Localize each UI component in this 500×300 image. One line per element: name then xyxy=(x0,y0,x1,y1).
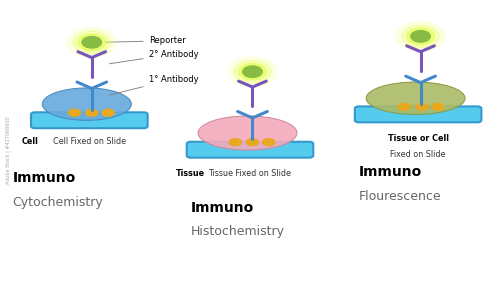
Circle shape xyxy=(410,31,430,42)
FancyBboxPatch shape xyxy=(355,106,482,122)
Circle shape xyxy=(246,138,259,146)
Circle shape xyxy=(238,64,266,80)
Circle shape xyxy=(416,103,428,111)
Circle shape xyxy=(396,22,446,51)
Circle shape xyxy=(242,66,262,78)
Circle shape xyxy=(402,25,440,48)
Circle shape xyxy=(432,103,444,111)
Circle shape xyxy=(228,57,277,86)
Ellipse shape xyxy=(366,82,465,114)
Text: Histochemistry: Histochemistry xyxy=(190,225,284,238)
Circle shape xyxy=(234,61,272,83)
Text: Adobe Stock | #427068600: Adobe Stock | #427068600 xyxy=(6,116,12,184)
Text: Cytochemistry: Cytochemistry xyxy=(12,196,104,209)
Circle shape xyxy=(82,36,102,48)
Ellipse shape xyxy=(198,116,297,150)
Circle shape xyxy=(228,138,241,146)
Circle shape xyxy=(86,109,98,117)
Circle shape xyxy=(406,28,434,45)
FancyBboxPatch shape xyxy=(186,142,314,158)
Text: Tissue Fixed on Slide: Tissue Fixed on Slide xyxy=(208,169,292,178)
Text: Cell Fixed on Slide: Cell Fixed on Slide xyxy=(52,137,126,146)
Text: Tissue or Cell: Tissue or Cell xyxy=(388,134,448,143)
FancyBboxPatch shape xyxy=(31,112,148,128)
Text: Tissue: Tissue xyxy=(176,169,205,178)
Circle shape xyxy=(102,109,114,117)
Circle shape xyxy=(68,109,81,117)
Circle shape xyxy=(78,34,106,50)
Circle shape xyxy=(67,28,116,57)
Circle shape xyxy=(262,138,275,146)
Text: Reporter: Reporter xyxy=(106,36,186,45)
Text: Flourescence: Flourescence xyxy=(359,190,442,203)
Text: Immuno: Immuno xyxy=(12,171,76,185)
Text: Cell: Cell xyxy=(22,137,38,146)
Circle shape xyxy=(398,103,410,111)
Text: Fixed on Slide: Fixed on Slide xyxy=(390,150,446,159)
Text: 1° Antibody: 1° Antibody xyxy=(110,75,198,95)
Ellipse shape xyxy=(42,88,132,120)
Circle shape xyxy=(73,31,110,53)
Text: Immuno: Immuno xyxy=(359,165,422,179)
Text: Immuno: Immuno xyxy=(190,201,254,215)
Text: 2° Antibody: 2° Antibody xyxy=(110,50,198,64)
